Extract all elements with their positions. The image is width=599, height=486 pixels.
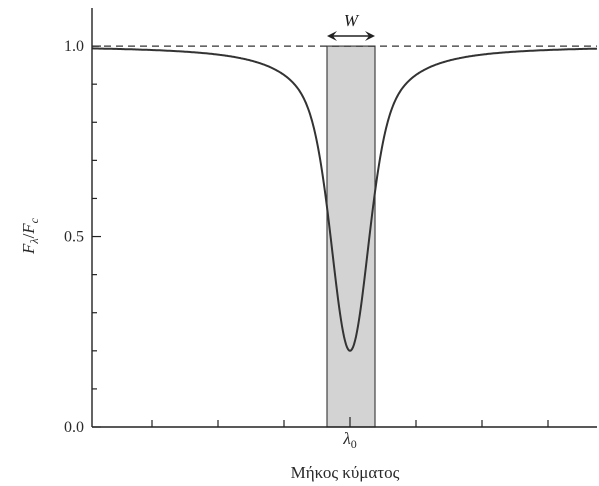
y-tick-label: 1.0 [64, 38, 84, 55]
absorption-profile-curve [92, 47, 598, 352]
y-label-sub2: c [27, 217, 41, 223]
x-tick-label-symbol: λ [342, 429, 350, 448]
y-label-sub1: λ [27, 238, 41, 244]
y-axis-label: Fλ/Fc [19, 217, 41, 255]
y-tick-label: 0.5 [64, 229, 84, 246]
x-tick-label-subscript: 0 [351, 437, 357, 451]
y-tick-label: 0.0 [64, 419, 84, 436]
y-label-f1: F [19, 243, 38, 255]
x-tick-marks [151, 417, 549, 427]
y-tick-labels: 0.0 0.5 1.0 [64, 38, 84, 436]
width-label-w: W [344, 11, 360, 30]
y-tick-marks [92, 45, 101, 428]
y-label-f2: F [19, 223, 38, 235]
x-tick-label-lambda0: λ0 [342, 429, 356, 451]
width-arrowhead-right [365, 31, 375, 41]
equivalent-width-band [326, 45, 376, 428]
x-axis-label: Μήκος κύματος [291, 463, 400, 482]
equivalent-width-annotation: W [327, 11, 375, 41]
y-label-slash: / [19, 233, 38, 238]
width-arrowhead-left [327, 31, 337, 41]
